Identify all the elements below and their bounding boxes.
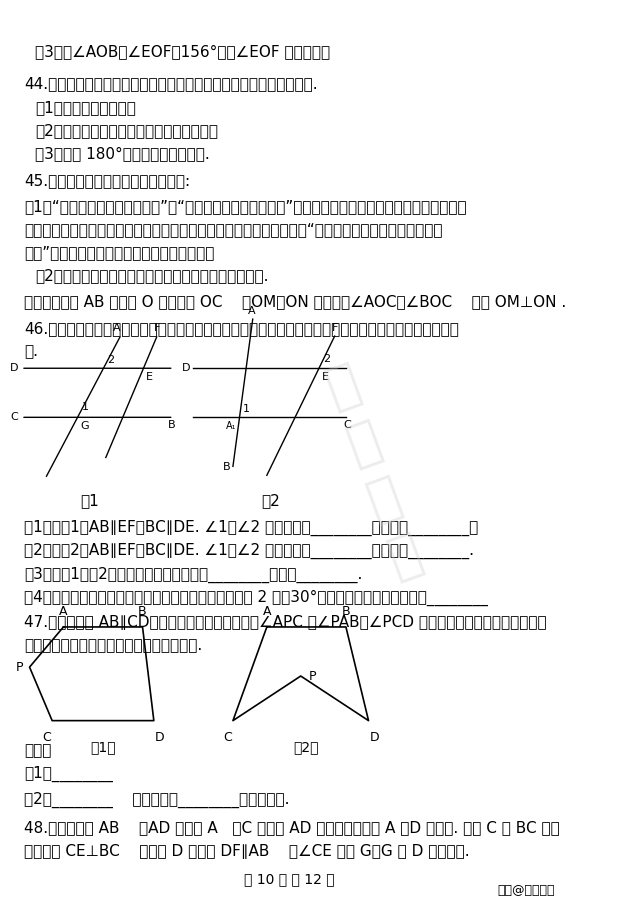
Text: （1）“同位角相等，两直线平行”，“两直线平行，同位角相等”，这两个命题的题设和结论在命题中的位置: （1）“同位角相等，两直线平行”，“两直线平行，同位角相等”，这两个命题的题设和… bbox=[24, 198, 467, 214]
Text: E: E bbox=[147, 371, 154, 381]
Text: 论.: 论. bbox=[24, 344, 38, 359]
Text: D: D bbox=[10, 363, 19, 373]
Text: 恰好对调，我们把其中一命题叫做另一个命题的逆命题，请你写出命题“角平分线上的点到角两边的距离: 恰好对调，我们把其中一命题叫做另一个命题的逆命题，请你写出命题“角平分线上的点到… bbox=[24, 222, 442, 237]
Text: （3）若∠AOB＋∠EOF＝156°，则∠EOF 是多少度？: （3）若∠AOB＋∠EOF＝156°，则∠EOF 是多少度？ bbox=[35, 44, 330, 60]
Text: A₁: A₁ bbox=[226, 421, 237, 431]
Text: F: F bbox=[154, 323, 160, 333]
Text: 相等”的逆命题，并指出逆命题的题设和结论；: 相等”的逆命题，并指出逆命题的题设和结论； bbox=[24, 246, 214, 260]
Text: P: P bbox=[15, 660, 23, 673]
Text: P: P bbox=[308, 670, 316, 682]
Text: A: A bbox=[59, 605, 68, 618]
Text: 48.如图，线段 AB    ，AD 交于点 A   ，C 为直线 AD 上一点（不与点 A ，D 重合）. 过点 C 在 BC 的右: 48.如图，线段 AB ，AD 交于点 A ，C 为直线 AD 上一点（不与点 … bbox=[24, 821, 559, 835]
Text: （2）: （2） bbox=[294, 740, 319, 755]
Text: C: C bbox=[343, 420, 351, 430]
Text: C: C bbox=[10, 412, 19, 422]
Text: A: A bbox=[262, 605, 271, 618]
Text: 45.阅读以下两小题后作出相应的解答:: 45.阅读以下两小题后作出相应的解答: bbox=[24, 173, 190, 188]
Text: 选出任意一个，说明你探究的结论的正确性.: 选出任意一个，说明你探究的结论的正确性. bbox=[24, 639, 202, 653]
Text: 2: 2 bbox=[323, 353, 330, 364]
Text: D: D bbox=[182, 363, 191, 373]
Text: （3）由（1）（2）你得出的结论是：如果________，那么________.: （3）由（1）（2）你得出的结论是：如果________，那么________. bbox=[24, 566, 362, 583]
Text: 头条@学渣教师: 头条@学渣教师 bbox=[497, 883, 555, 897]
Text: A: A bbox=[248, 305, 255, 315]
Text: 图2: 图2 bbox=[261, 493, 280, 508]
Text: D: D bbox=[369, 731, 379, 745]
Text: （1）: （1） bbox=[90, 740, 116, 755]
Text: （3）和为 180°的两个角叫做邻补角.: （3）和为 180°的两个角叫做邻补角. bbox=[35, 146, 210, 161]
Text: 答
案
水
印: 答 案 水 印 bbox=[319, 356, 429, 585]
Text: （1）如图1，AB∥EF，BC∥DE. ∠1与∠2 的关系是：________，理由：________；: （1）如图1，AB∥EF，BC∥DE. ∠1与∠2 的关系是：________，… bbox=[24, 520, 478, 536]
Text: 图1: 图1 bbox=[81, 493, 99, 508]
Text: 44.判断下列命题是真命题还是假命题，如果是假命题，举出一个反例.: 44.判断下列命题是真命题还是假命题，如果是假命题，举出一个反例. bbox=[24, 76, 317, 92]
Text: 第 10 页 共 12 页: 第 10 页 共 12 页 bbox=[244, 872, 335, 886]
Text: 结论：: 结论： bbox=[24, 743, 51, 758]
Text: D: D bbox=[155, 731, 164, 745]
Text: （2）平行线的同旁内角的平分线互相垂直；: （2）平行线的同旁内角的平分线互相垂直； bbox=[35, 123, 218, 138]
Text: 俧作射线 CE⊥BC    ，过点 D 作直线 DF∥AB    ，∠CE 于点 G（G 与 D 不重合）.: 俧作射线 CE⊥BC ，过点 D 作直线 DF∥AB ，∠CE 于点 G（G 与… bbox=[24, 843, 470, 859]
Text: B: B bbox=[168, 420, 175, 430]
Text: （2）如图2，AB∥EF，BC∥DE. ∠1与∠2 的关系是：________，理由：________.: （2）如图2，AB∥EF，BC∥DE. ∠1与∠2 的关系是：________，… bbox=[24, 543, 474, 559]
Text: 1: 1 bbox=[81, 402, 88, 412]
Text: （2）根据以下语句作出图形，并写出该命题的文字叙述.: （2）根据以下语句作出图形，并写出该命题的文字叙述. bbox=[35, 268, 269, 284]
Text: （4）若两个角的两边互相平行，且一个角比另一个角的 2 倍少30°，则这两个角度数的分别是________: （4）若两个角的两边互相平行，且一个角比另一个角的 2 倍少30°，则这两个角度… bbox=[24, 590, 488, 606]
Text: F: F bbox=[332, 323, 338, 333]
Text: C: C bbox=[223, 731, 232, 745]
Text: （2）________    选择结论：________，说明理由.: （2）________ 选择结论：________，说明理由. bbox=[24, 792, 289, 808]
Text: 1: 1 bbox=[243, 404, 250, 414]
Text: B: B bbox=[138, 605, 147, 618]
Text: A: A bbox=[113, 323, 121, 333]
Text: （1）________: （1）________ bbox=[24, 766, 113, 783]
Text: 47.如图，已知 AB∥CD，分别探究下面两个图形中∠APC 和∠PAB、∠PCD 的关系，请从你所得两个关系中: 47.如图，已知 AB∥CD，分别探究下面两个图形中∠APC 和∠PAB、∠PC… bbox=[24, 615, 547, 631]
Text: B: B bbox=[342, 605, 350, 618]
Text: B: B bbox=[223, 462, 230, 472]
Text: 2: 2 bbox=[108, 354, 115, 365]
Text: G: G bbox=[81, 421, 89, 431]
Text: （1）等角的余角相等；: （1）等角的余角相等； bbox=[35, 100, 136, 115]
Text: E: E bbox=[322, 371, 329, 381]
Text: 46.已知一个角的两边与另一个角的两边分别平行，结合下图，试探索这两个角之间的关系，并说明你的结: 46.已知一个角的两边与另一个角的两边分别平行，结合下图，试探索这两个角之间的关… bbox=[24, 321, 459, 336]
Text: C: C bbox=[42, 731, 51, 745]
Text: 已知：过直线 AB 上一点 O 任作射线 OC    ，OM、ON 分别平分∠AOC、∠BOC    ，则 OM⊥ON .: 已知：过直线 AB 上一点 O 任作射线 OC ，OM、ON 分别平分∠AOC、… bbox=[24, 294, 566, 309]
